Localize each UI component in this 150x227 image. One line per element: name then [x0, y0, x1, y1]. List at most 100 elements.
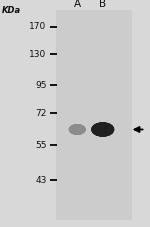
Ellipse shape	[76, 129, 78, 130]
Ellipse shape	[96, 125, 109, 134]
Ellipse shape	[100, 128, 106, 131]
Ellipse shape	[102, 129, 104, 130]
Ellipse shape	[70, 125, 85, 134]
Ellipse shape	[77, 129, 78, 130]
Ellipse shape	[96, 125, 110, 134]
Ellipse shape	[99, 127, 107, 132]
Ellipse shape	[97, 126, 109, 133]
Ellipse shape	[95, 125, 110, 134]
Ellipse shape	[92, 122, 114, 137]
Ellipse shape	[93, 123, 113, 136]
Ellipse shape	[96, 125, 110, 134]
Bar	[56, 10, 132, 220]
Ellipse shape	[76, 129, 78, 130]
Ellipse shape	[102, 129, 103, 130]
Ellipse shape	[91, 122, 114, 137]
Ellipse shape	[72, 126, 83, 133]
Ellipse shape	[95, 124, 111, 135]
Ellipse shape	[76, 128, 79, 131]
Ellipse shape	[73, 127, 81, 132]
Ellipse shape	[74, 128, 80, 131]
Ellipse shape	[100, 128, 105, 131]
Ellipse shape	[69, 124, 86, 135]
Ellipse shape	[72, 126, 83, 133]
Ellipse shape	[102, 129, 103, 130]
Ellipse shape	[73, 127, 82, 132]
Ellipse shape	[71, 126, 84, 133]
Ellipse shape	[93, 123, 113, 136]
Ellipse shape	[99, 127, 107, 132]
Text: 55: 55	[35, 141, 46, 150]
Ellipse shape	[94, 124, 112, 135]
Ellipse shape	[72, 126, 82, 133]
Ellipse shape	[100, 128, 105, 131]
Ellipse shape	[71, 125, 84, 133]
Ellipse shape	[91, 122, 114, 137]
Ellipse shape	[77, 129, 78, 130]
Ellipse shape	[74, 127, 81, 132]
Ellipse shape	[98, 126, 108, 133]
Ellipse shape	[75, 128, 80, 131]
Ellipse shape	[70, 125, 85, 134]
Ellipse shape	[93, 123, 113, 136]
Ellipse shape	[69, 125, 85, 134]
Ellipse shape	[76, 129, 79, 130]
Ellipse shape	[95, 124, 111, 135]
Ellipse shape	[69, 124, 86, 135]
Ellipse shape	[69, 124, 86, 135]
Ellipse shape	[102, 129, 104, 130]
Ellipse shape	[97, 126, 109, 133]
Ellipse shape	[98, 126, 108, 133]
Ellipse shape	[99, 127, 107, 132]
Ellipse shape	[98, 126, 107, 132]
Ellipse shape	[73, 127, 82, 132]
Ellipse shape	[97, 126, 109, 133]
Ellipse shape	[76, 129, 78, 130]
Ellipse shape	[92, 123, 113, 136]
Ellipse shape	[75, 128, 79, 131]
Ellipse shape	[70, 125, 84, 134]
Ellipse shape	[74, 128, 80, 131]
Ellipse shape	[76, 128, 79, 130]
Ellipse shape	[72, 126, 82, 133]
Ellipse shape	[95, 125, 110, 134]
Text: 130: 130	[29, 50, 46, 59]
Ellipse shape	[100, 128, 105, 131]
Ellipse shape	[93, 123, 112, 136]
Ellipse shape	[94, 124, 111, 135]
Ellipse shape	[76, 129, 78, 130]
Ellipse shape	[92, 123, 113, 136]
Ellipse shape	[101, 128, 105, 131]
Text: 72: 72	[35, 109, 46, 118]
Ellipse shape	[101, 129, 104, 130]
Ellipse shape	[69, 124, 85, 134]
Text: 43: 43	[35, 176, 46, 185]
Ellipse shape	[73, 127, 81, 132]
Ellipse shape	[96, 125, 110, 134]
Ellipse shape	[74, 127, 81, 132]
Ellipse shape	[75, 128, 80, 131]
Ellipse shape	[101, 128, 105, 131]
Ellipse shape	[71, 126, 83, 133]
Ellipse shape	[72, 126, 82, 133]
Ellipse shape	[72, 126, 83, 133]
Ellipse shape	[70, 125, 84, 134]
Ellipse shape	[99, 127, 106, 132]
Ellipse shape	[75, 128, 80, 131]
Ellipse shape	[99, 127, 106, 132]
Text: 95: 95	[35, 81, 46, 90]
Text: A: A	[74, 0, 81, 9]
Ellipse shape	[69, 124, 85, 135]
Ellipse shape	[96, 126, 109, 133]
Ellipse shape	[76, 128, 79, 131]
Text: 170: 170	[29, 22, 46, 31]
Ellipse shape	[71, 126, 83, 133]
Ellipse shape	[70, 125, 84, 134]
Ellipse shape	[101, 128, 105, 131]
Ellipse shape	[92, 123, 114, 136]
Ellipse shape	[69, 124, 85, 135]
Ellipse shape	[74, 128, 80, 131]
Ellipse shape	[77, 129, 78, 130]
Ellipse shape	[74, 127, 81, 132]
Ellipse shape	[70, 125, 85, 134]
